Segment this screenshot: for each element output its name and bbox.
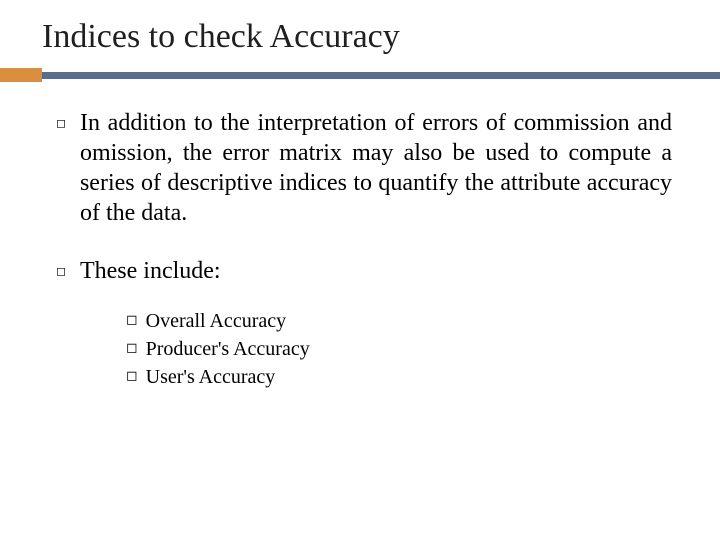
slide: Indices to check Accuracy ◻ In addition … <box>0 0 720 540</box>
square-bullet-icon: ◻ <box>126 364 138 390</box>
list-item: ◻ Producer's Accuracy <box>126 336 672 362</box>
list-item: ◻ User's Accuracy <box>126 364 672 390</box>
square-bullet-icon: ◻ <box>126 336 138 362</box>
list-item-text: User's Accuracy <box>146 364 276 390</box>
body-paragraph: ◻ In addition to the interpretation of e… <box>56 108 672 228</box>
slide-title: Indices to check Accuracy <box>0 0 720 64</box>
accent-block <box>0 68 42 82</box>
list-item-text: Producer's Accuracy <box>146 336 310 362</box>
body-paragraph: ◻ These include: <box>56 256 672 286</box>
slide-body: ◻ In addition to the interpretation of e… <box>0 82 720 390</box>
accent-divider <box>0 68 720 82</box>
paragraph-text: These include: <box>80 256 672 286</box>
square-bullet-icon: ◻ <box>56 108 66 138</box>
list-item-text: Overall Accuracy <box>146 308 286 334</box>
list-item: ◻ Overall Accuracy <box>126 308 672 334</box>
accent-line <box>42 72 720 79</box>
square-bullet-icon: ◻ <box>126 308 138 334</box>
square-bullet-icon: ◻ <box>56 256 66 286</box>
paragraph-text: In addition to the interpretation of err… <box>80 108 672 228</box>
sub-list: ◻ Overall Accuracy ◻ Producer's Accuracy… <box>56 308 672 390</box>
